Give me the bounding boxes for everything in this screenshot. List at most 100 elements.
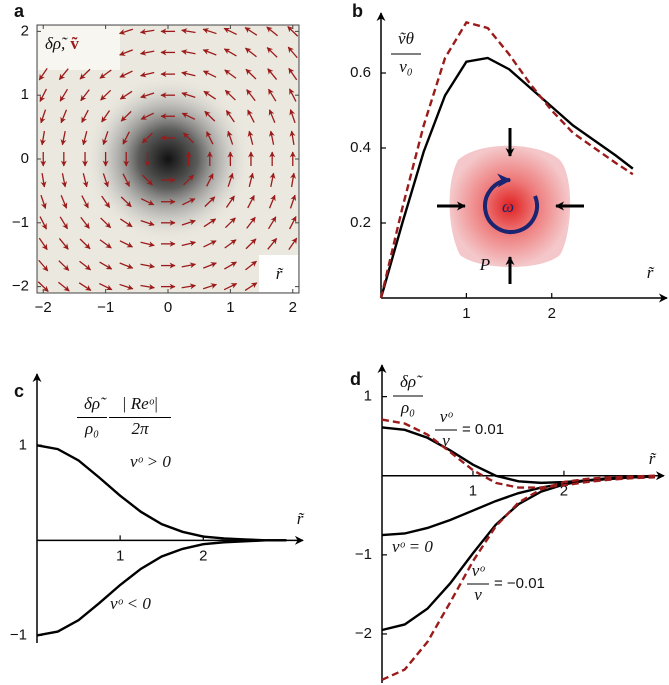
flow-arrow	[267, 237, 278, 250]
flow-arrow	[246, 216, 256, 229]
flow-arrow	[247, 194, 255, 209]
flow-arrow	[99, 69, 112, 79]
flow-arrow	[80, 89, 90, 102]
flow-arrow	[101, 195, 111, 209]
flow-arrow	[223, 27, 237, 36]
flow-arrow	[60, 130, 67, 146]
flow-arrow	[287, 46, 298, 59]
fraction-denominator: ρ₀	[84, 419, 99, 438]
flow-arrow	[266, 47, 278, 58]
panel-label: c	[14, 381, 24, 401]
field-label-velocity: ṽ	[70, 34, 79, 53]
x-tick-label: 2	[560, 483, 568, 500]
flow-arrow	[267, 216, 277, 230]
flow-arrow	[268, 109, 276, 123]
flow-arrow	[122, 131, 130, 145]
flow-arrow	[119, 70, 133, 78]
y-tick-label: 1	[19, 436, 27, 453]
flow-arrow	[60, 195, 68, 209]
x-axis-label: r̃	[649, 449, 657, 468]
flow-arrow	[287, 26, 299, 37]
flow-arrow	[40, 194, 47, 209]
flow-arrow	[79, 68, 91, 80]
curve	[381, 426, 655, 485]
fraction-denominator: v₀	[399, 57, 413, 76]
flow-arrow	[181, 28, 196, 35]
flow-arrow	[181, 70, 196, 77]
flow-arrow	[290, 172, 296, 188]
flow-arrow	[203, 240, 217, 248]
x-tick-label: 2	[199, 547, 207, 564]
annotation: vᵒ > 0	[130, 452, 171, 471]
flow-arrow	[61, 173, 68, 188]
flow-arrow	[227, 172, 234, 187]
flow-arrow	[79, 238, 91, 250]
flow-arrow	[181, 112, 196, 120]
flow-arrow	[181, 219, 196, 226]
flow-arrow	[224, 89, 236, 101]
flow-arrow	[289, 130, 296, 145]
y-tick-label: −1	[10, 626, 27, 643]
flow-arrow	[288, 237, 298, 251]
panel-label: d	[350, 369, 361, 389]
flow-arrow	[181, 91, 196, 98]
flow-arrow	[288, 216, 297, 230]
flow-arrow	[183, 132, 195, 144]
flow-arrow	[140, 92, 155, 99]
flow-arrow	[58, 238, 69, 250]
curve	[36, 539, 287, 637]
flow-arrow	[60, 109, 68, 124]
flow-arrow	[181, 240, 196, 247]
flow-arrow	[99, 261, 113, 270]
curve	[381, 474, 655, 681]
y-tick-label: 0	[21, 150, 29, 167]
flow-arrow	[38, 259, 49, 272]
annotation: vᵒ = 0	[392, 537, 433, 556]
flow-arrow	[202, 70, 217, 78]
inset-label: ω	[502, 197, 514, 216]
fraction-denominator: v	[442, 431, 450, 450]
flow-arrow	[267, 68, 278, 80]
flow-arrow	[181, 283, 197, 290]
density-blob	[83, 74, 253, 244]
x-tick-label: 2	[289, 299, 297, 316]
flow-arrow	[40, 130, 46, 146]
flow-arrow	[203, 262, 217, 269]
flow-arrow	[289, 194, 297, 209]
label-box	[38, 26, 120, 70]
flow-arrow	[100, 217, 112, 229]
x-axis-label: r̃	[647, 263, 655, 282]
y-tick-label: 0.4	[350, 139, 371, 156]
flow-arrow	[202, 28, 217, 35]
x-tick-label: 1	[226, 299, 234, 316]
y-tick-label: 0.6	[350, 64, 371, 81]
fraction-denominator: v	[474, 585, 482, 604]
flow-arrow	[40, 173, 47, 188]
flow-arrow	[119, 90, 133, 100]
annotation: vᵒ < 0	[110, 594, 151, 613]
flow-arrow	[39, 88, 48, 102]
flow-arrow	[37, 281, 49, 292]
flow-arrow	[82, 173, 89, 188]
flow-arrow	[119, 283, 134, 290]
flow-arrow	[141, 132, 153, 144]
flow-arrow	[202, 49, 217, 56]
flow-arrow	[224, 239, 237, 249]
flow-arrow	[244, 47, 257, 58]
flow-arrow	[246, 89, 256, 102]
inset: ω P	[437, 128, 584, 284]
y-tick-label: 1	[364, 388, 372, 405]
x-tick-label: −2	[35, 299, 52, 316]
flow-arrow	[206, 173, 214, 187]
flow-arrow	[203, 218, 217, 228]
x-tick-label: −1	[97, 299, 114, 316]
flow-arrow	[99, 239, 112, 249]
flow-arrow	[248, 172, 255, 188]
flow-arrow	[79, 260, 92, 271]
x-tick-label: 0	[164, 299, 172, 316]
flow-arrow	[140, 241, 155, 248]
field-label-density: δρ̃,	[45, 34, 68, 53]
flow-arrow	[181, 198, 196, 206]
flow-arrow	[183, 174, 195, 186]
flow-arrow	[81, 130, 88, 146]
